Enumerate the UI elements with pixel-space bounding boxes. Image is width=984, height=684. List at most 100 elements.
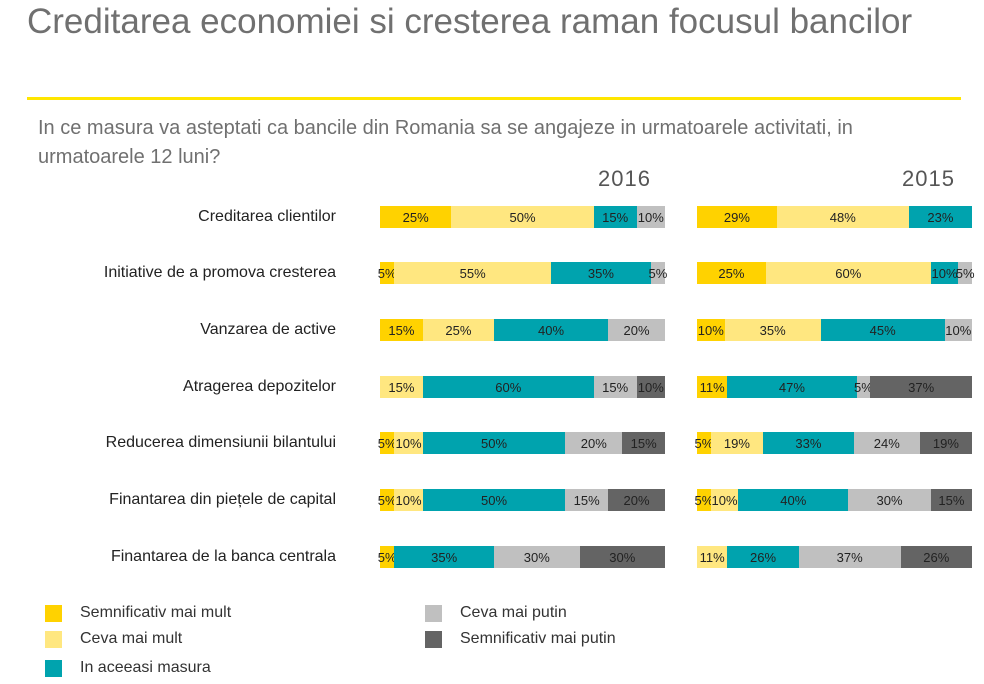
bar-segment: 26% [900, 546, 972, 568]
bar-segment: 5% [378, 432, 397, 454]
bar-segment: 15% [930, 489, 972, 511]
bar-segment: 19% [710, 432, 763, 454]
bar-segment: 23% [908, 206, 972, 228]
bar-2015-row-0: 29% 48% 23% [697, 206, 972, 228]
legend-label: Semnificativ mai mult [80, 604, 232, 621]
bar-segment: 25% [697, 262, 766, 284]
bar-segment: 20% [608, 489, 665, 511]
legend-label: Ceva mai putin [460, 604, 567, 621]
bar-segment: 10% [944, 319, 972, 341]
bar-segment: 50% [451, 206, 594, 228]
category-label: Creditarea clientilor [198, 208, 336, 225]
bar-2016-row-1: 5% 55% 35% 5% [378, 262, 667, 284]
legend-item: Ceva mai putin [425, 604, 567, 622]
legend-swatch [45, 630, 62, 648]
bar-segment: 29% [697, 206, 777, 228]
legend-swatch [425, 604, 442, 622]
bar-segment: 26% [727, 546, 799, 568]
legend-item: In aceeasi masura [45, 659, 211, 677]
category-label: Reducerea dimensiunii bilantului [105, 434, 336, 451]
bar-segment: 5% [378, 262, 397, 284]
bar-segment: 25% [422, 319, 494, 341]
bar-segment: 37% [870, 376, 972, 398]
bar-2016-row-4: 5% 10% 50% 20% 15% [378, 432, 665, 454]
bar-segment: 35% [551, 262, 651, 284]
legend-item: Ceva mai mult [45, 630, 182, 648]
bar-2015-row-4: 5% 19% 33% 24% 19% [694, 432, 972, 454]
bar-segment: 5% [956, 262, 975, 284]
bar-2015-row-2: 10% 35% 45% 10% [697, 319, 972, 341]
bar-segment: 15% [380, 376, 423, 398]
category-label: Atragerea depozitelor [183, 378, 336, 395]
bar-segment: 37% [798, 546, 901, 568]
bar-segment: 30% [848, 489, 931, 511]
bar-segment: 15% [622, 432, 665, 454]
bar-segment: 10% [636, 376, 665, 398]
legend-swatch [425, 630, 442, 648]
category-label: Vanzarea de active [200, 321, 336, 338]
title-divider [27, 97, 961, 100]
bar-2015-row-6: 11% 26% 37% 26% [697, 546, 972, 568]
bar-segment: 35% [394, 546, 494, 568]
bar-segment: 50% [422, 432, 566, 454]
legend-label: In aceeasi masura [80, 659, 211, 676]
bar-2016-row-3: 15% 60% 15% 10% [380, 376, 665, 398]
legend-swatch [45, 659, 62, 677]
bar-segment: 10% [394, 432, 423, 454]
legend-item: Semnificativ mai putin [425, 630, 616, 648]
bar-2015-row-3: 11% 47% 5% 37% [697, 376, 972, 398]
bar-segment: 11% [697, 376, 728, 398]
bar-segment: 5% [694, 489, 713, 511]
bar-segment: 5% [378, 489, 397, 511]
bar-segment: 5% [854, 376, 873, 398]
bar-segment: 25% [380, 206, 452, 228]
bar-segment: 10% [697, 319, 725, 341]
category-label: Finantarea de la banca centrala [110, 548, 336, 565]
bar-segment: 5% [648, 262, 667, 284]
bar-segment: 10% [930, 262, 959, 284]
chart-question: In ce masura va asteptati ca bancile din… [38, 117, 853, 168]
bar-segment: 40% [738, 489, 849, 511]
bar-segment: 60% [422, 376, 594, 398]
bar-segment: 11% [697, 546, 728, 568]
bar-segment: 10% [710, 489, 739, 511]
bar-segment: 5% [694, 432, 713, 454]
bar-segment: 10% [394, 489, 423, 511]
bar-segment: 15% [593, 206, 637, 228]
bar-segment: 15% [380, 319, 423, 341]
bar-segment: 35% [724, 319, 821, 341]
legend-label: Ceva mai mult [80, 630, 183, 647]
bar-segment: 24% [853, 432, 920, 454]
category-label: Initiative de a promova cresterea [103, 264, 336, 281]
bar-segment: 50% [422, 489, 566, 511]
page-title: Creditarea economiei si cresterea raman … [27, 2, 913, 41]
bar-segment: 30% [494, 546, 580, 568]
legend-item: Semnificativ mai mult [45, 604, 231, 622]
bar-2015-row-1: 25% 60% 10% 5% [697, 262, 975, 284]
year-label-2016: 2016 [598, 166, 651, 191]
bar-2016-row-0: 25% 50% 15% 10% [380, 206, 665, 228]
bar-segment: 60% [765, 262, 931, 284]
bar-segment: 5% [378, 546, 397, 568]
bar-segment: 30% [579, 546, 665, 568]
bar-segment: 40% [494, 319, 608, 341]
bar-segment: 10% [636, 206, 665, 228]
bar-segment: 47% [727, 376, 857, 398]
bar-segment: 15% [565, 489, 608, 511]
bar-segment: 48% [776, 206, 909, 228]
bar-2016-row-6: 5% 35% 30% 30% [378, 546, 665, 568]
legend-label: Semnificativ mai putin [460, 630, 616, 647]
year-label-2015: 2015 [902, 166, 955, 191]
bar-segment: 45% [820, 319, 945, 341]
bar-segment: 33% [763, 432, 854, 454]
bar-2015-row-5: 5% 10% 40% 30% 15% [694, 489, 972, 511]
bar-segment: 15% [593, 376, 637, 398]
bar-2016-row-5: 5% 10% 50% 15% 20% [378, 489, 665, 511]
category-label: Finantarea din piețele de capital [109, 491, 336, 508]
bar-segment: 55% [394, 262, 551, 284]
bar-segment: 20% [608, 319, 665, 341]
bar-segment: 20% [565, 432, 623, 454]
legend-swatch [45, 604, 62, 622]
bar-2016-row-2: 15% 25% 40% 20% [380, 319, 665, 341]
bar-segment: 19% [919, 432, 972, 454]
